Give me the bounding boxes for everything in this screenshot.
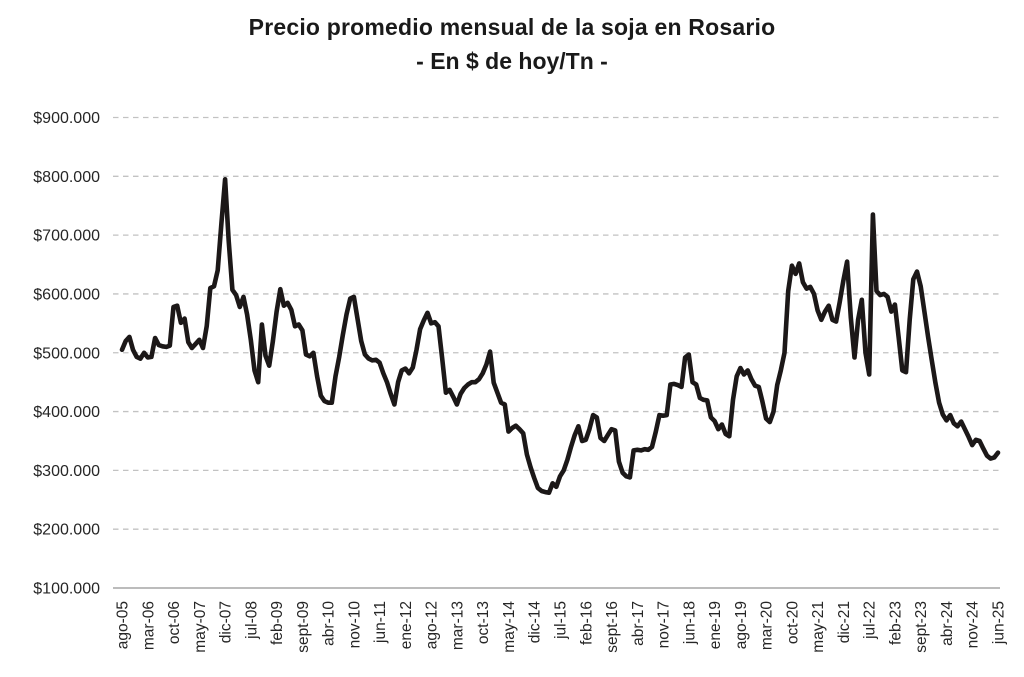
- x-axis-tick-label: jun-18: [681, 601, 698, 645]
- x-axis-tick-label: mar-06: [140, 601, 157, 650]
- x-axis-tick-label: ene-19: [707, 601, 724, 649]
- x-axis-tick-label: feb-23: [887, 601, 904, 645]
- x-axis-tick-label: ago-19: [733, 601, 750, 649]
- x-axis-tick-label: ene-12: [398, 601, 415, 649]
- x-axis-tick-label: jun-11: [372, 601, 389, 644]
- x-axis-tick-label: ago-12: [424, 601, 441, 649]
- y-axis-tick-label: $200.000: [33, 522, 100, 539]
- x-axis-tick-label: jul-15: [553, 601, 570, 640]
- price-series-line: [119, 177, 1001, 496]
- x-axis-tick-label: oct-13: [475, 601, 492, 644]
- y-axis-tick-label: $300.000: [33, 463, 100, 480]
- x-axis-tick-label: abr-10: [321, 601, 338, 646]
- x-axis-tick-label: jun-25: [991, 601, 1008, 645]
- y-axis-tick-label: $500.000: [33, 345, 100, 362]
- x-axis-tick-label: sept-23: [913, 601, 930, 653]
- y-axis-tick-label: $800.000: [33, 169, 100, 186]
- x-axis-tick-label: abr-17: [630, 601, 647, 646]
- x-axis-tick-label: ago-05: [115, 601, 132, 649]
- x-axis-tick-label: dic-14: [527, 601, 544, 644]
- x-axis-tick-label: oct-20: [784, 601, 801, 644]
- x-axis-tick-label: nov-17: [656, 601, 673, 648]
- x-axis-tick-label: abr-24: [939, 601, 956, 646]
- x-axis-tick-label: mar-13: [449, 601, 466, 650]
- y-axis-tick-label: $400.000: [33, 404, 100, 421]
- chart-title: Precio promedio mensual de la soja en Ro…: [248, 14, 776, 40]
- x-axis-tick-label: nov-24: [965, 601, 982, 649]
- x-axis-tick-label: nov-10: [346, 601, 363, 649]
- x-axis-tick-label: may-21: [810, 601, 827, 653]
- x-axis-tick-label: may-14: [501, 601, 518, 653]
- x-axis-tick-label: jul-22: [862, 601, 879, 640]
- x-axis-tick-label: sept-16: [604, 601, 621, 653]
- y-axis-tick-label: $600.000: [33, 286, 100, 303]
- x-axis-tick-label: feb-16: [578, 601, 595, 645]
- x-axis-tick-label: jul-08: [243, 601, 260, 640]
- y-axis-tick-label: $900.000: [33, 110, 100, 127]
- x-axis-tick-label: may-07: [192, 601, 209, 653]
- x-axis-tick-label: oct-06: [166, 601, 183, 644]
- chart-subtitle: - En $ de hoy/Tn -: [416, 48, 608, 74]
- x-axis-tick-label: sept-09: [295, 601, 312, 653]
- x-axis-tick-label: mar-20: [759, 601, 776, 650]
- x-axis-tick-label: feb-09: [269, 601, 286, 645]
- x-axis-tick-label: dic-21: [836, 601, 853, 643]
- y-axis-tick-label: $700.000: [33, 228, 100, 245]
- x-axis-tick-label: dic-07: [218, 601, 235, 643]
- y-axis-tick-label: $100.000: [33, 581, 100, 598]
